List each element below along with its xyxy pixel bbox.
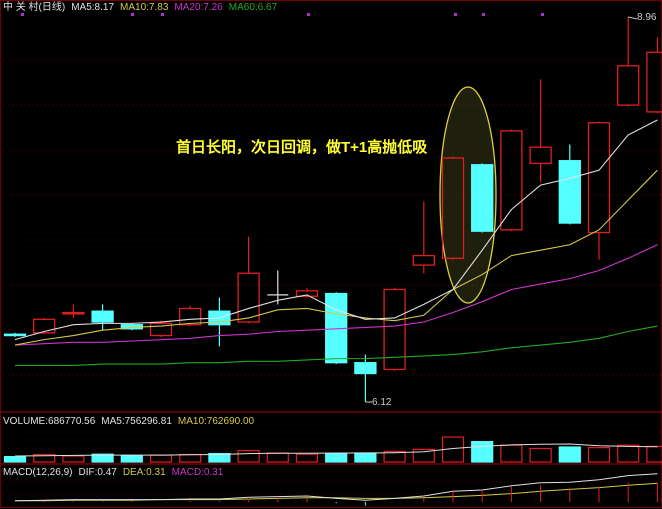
ma10-value: MA10:7.83: [120, 2, 169, 13]
candle-body-down: [558, 160, 581, 224]
volume-bar: [325, 453, 348, 463]
annotation-text: 首日长阳，次日回调，做T+1高抛低吸: [176, 139, 428, 156]
volume-bar: [412, 448, 435, 463]
volume-bar: [471, 441, 494, 463]
event-marker-icon: [131, 13, 134, 16]
volume-bar: [354, 452, 377, 463]
candle-body-up: [33, 318, 56, 334]
high-price-label: 8.96: [637, 12, 657, 23]
event-marker-icon: [161, 13, 164, 16]
volume-bar: [587, 447, 611, 463]
volume-bar: [149, 454, 173, 463]
volume-ma5-line: [14, 443, 658, 457]
volume-ma10-value: MA10:762690.00: [177, 416, 255, 427]
volume-bar: [62, 455, 85, 463]
dif-line: [14, 473, 658, 502]
candle-body-up: [237, 272, 260, 323]
candle-body-up: [179, 307, 202, 326]
ma5-value: MA5:8.17: [71, 2, 115, 13]
macd-name: MACD(12,26,9): [3, 467, 73, 478]
highlight-ellipse: [439, 86, 497, 304]
candle-body-up: [441, 157, 465, 259]
volume-bar: [179, 453, 202, 463]
candle-body-up: [617, 65, 640, 106]
candle-body-up: [646, 51, 662, 113]
ma10-line: [14, 169, 658, 346]
candle-body-up: [412, 254, 435, 266]
candle-body-up: [62, 311, 85, 315]
volume-header: VOLUME:686770.56 MA5:756296.81 MA10:762690…: [3, 416, 260, 428]
event-marker-icon: [482, 13, 485, 16]
event-marker-icon: [454, 13, 457, 16]
candle-body-up: [587, 122, 611, 234]
volume-bar: [208, 453, 231, 463]
candle-body-up: [295, 290, 319, 297]
candle-body-up: [149, 322, 173, 337]
dea-value: DEA:0.31: [122, 467, 166, 478]
price-header: 中 关 村(日线) MA5:8.17 MA10:7.83 MA20:7.26 MA60:…: [3, 2, 283, 14]
volume-bar: [558, 446, 581, 463]
macd-value: MACD:0.31: [171, 467, 224, 478]
volume-value: VOLUME:686770.56: [3, 416, 96, 427]
candle-body-up: [383, 288, 406, 371]
volume-bar: [120, 454, 143, 463]
volume-bar: [383, 450, 406, 463]
candle-body-up: [500, 130, 523, 231]
volume-bar: [295, 453, 319, 463]
ma60-value: MA60:6.67: [228, 2, 278, 13]
volume-ma5-value: MA5:756296.81: [101, 416, 172, 427]
ma5-line: [14, 119, 658, 341]
event-marker-icon: [21, 13, 24, 16]
event-marker-icon: [541, 13, 544, 16]
candle-body-down: [354, 362, 377, 375]
ma20-value: MA20:7.26: [174, 2, 223, 13]
ma60-line: [15, 325, 658, 366]
volume-bar: [33, 453, 56, 463]
volume-bar: [617, 444, 640, 463]
stock-label: 中 关 村(日线): [3, 2, 66, 13]
event-marker-icon: [307, 13, 310, 16]
dif-value: DIF:0.47: [78, 467, 117, 478]
candle-body-down: [3, 333, 27, 337]
low-price-label: 6.12: [372, 397, 392, 408]
macd-header: MACD(12,26,9) DIF:0.47 DEA:0.31 MACD:0.31: [3, 467, 229, 479]
high-pointer: [628, 16, 638, 20]
dea-line: [15, 482, 658, 502]
volume-bar: [266, 452, 289, 463]
volume-bar: [529, 447, 552, 463]
volume-bar: [3, 456, 27, 463]
volume-bar: [646, 445, 662, 463]
volume-bar: [91, 453, 114, 463]
candle-body-up: [529, 146, 552, 165]
ma20-line: [14, 244, 658, 346]
candle-body-down: [91, 310, 114, 323]
candle-body-down: [471, 164, 494, 232]
volume-bar: [237, 450, 260, 463]
